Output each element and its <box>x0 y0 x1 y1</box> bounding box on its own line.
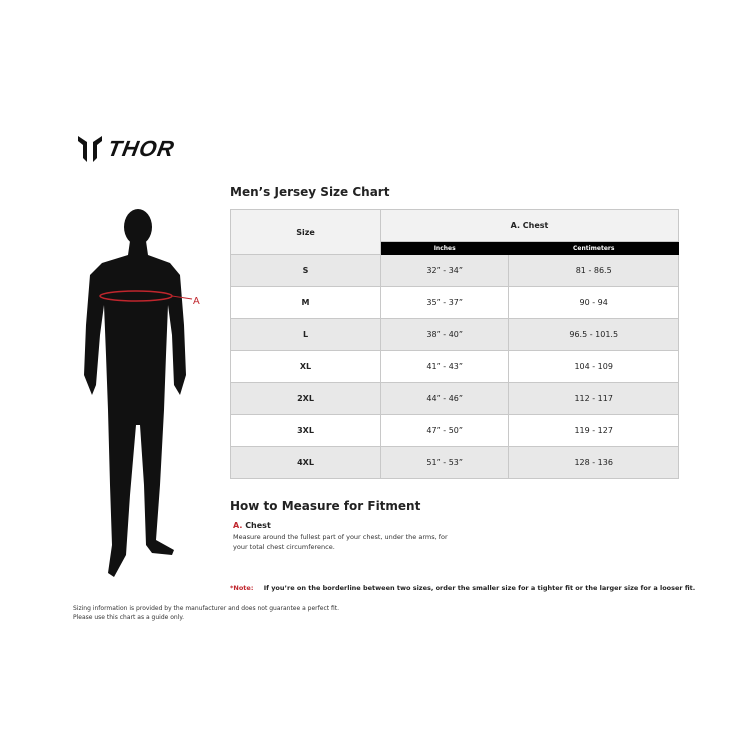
chest-item: A. Chest <box>233 521 271 530</box>
chest-description: Measure around the fullest part of your … <box>233 533 448 551</box>
inches-cell: 38” - 40” <box>379 318 510 351</box>
cm-cell: 90 - 94 <box>508 286 679 319</box>
size-cell: 3XL <box>230 414 381 447</box>
cm-header: Centimeters <box>508 241 679 255</box>
cm-cell: 81 - 86.5 <box>508 254 679 287</box>
chest-marker: A <box>193 296 200 307</box>
chest-letter: A. <box>233 521 243 530</box>
cm-cell: 104 - 109 <box>508 350 679 383</box>
table-row: 2XL 44” - 46” 112 - 117 <box>230 382 679 415</box>
table-row: 3XL 47” - 50” 119 - 127 <box>230 414 679 447</box>
thor-logo-icon <box>78 136 102 162</box>
cm-cell: 112 - 117 <box>508 382 679 415</box>
thor-logo: THOR <box>78 136 177 162</box>
size-header: Size <box>230 209 381 255</box>
inches-cell: 35” - 37” <box>379 286 510 319</box>
table-row: L 38” - 40” 96.5 - 101.5 <box>230 318 679 351</box>
inches-cell: 51” - 53” <box>379 446 510 479</box>
cm-cell: 128 - 136 <box>508 446 679 479</box>
brand-name: THOR <box>105 136 177 161</box>
chart-title: Men’s Jersey Size Chart <box>230 185 390 199</box>
inches-cell: 41” - 43” <box>379 350 510 383</box>
chest-name: Chest <box>245 521 271 530</box>
cm-cell: 96.5 - 101.5 <box>508 318 679 351</box>
size-cell: 4XL <box>230 446 381 479</box>
inches-cell: 44” - 46” <box>379 382 510 415</box>
table-row: 4XL 51” - 53” 128 - 136 <box>230 446 679 479</box>
size-table: Size A. Chest Inches Centimeters S 32” - … <box>230 209 679 479</box>
note-label: *Note: <box>230 584 254 592</box>
inches-cell: 47” - 50” <box>379 414 510 447</box>
size-cell: M <box>230 286 381 319</box>
table-row: S 32” - 34” 81 - 86.5 <box>230 254 679 287</box>
body-silhouette: A <box>70 205 210 584</box>
chest-header: A. Chest <box>380 209 679 242</box>
size-cell: XL <box>230 350 381 383</box>
inches-cell: 32” - 34” <box>379 254 510 287</box>
disclaimer: Sizing information is provided by the ma… <box>73 604 339 622</box>
disclaimer-line: Please use this chart as a guide only. <box>73 614 184 621</box>
disclaimer-line: Sizing information is provided by the ma… <box>73 605 340 612</box>
cm-cell: 119 - 127 <box>508 414 679 447</box>
table-row: XL 41” - 43” 104 - 109 <box>230 350 679 383</box>
table-row: M 35” - 37” 90 - 94 <box>230 286 679 319</box>
size-cell: 2XL <box>230 382 381 415</box>
inches-header: Inches <box>379 241 510 255</box>
size-cell: S <box>230 254 381 287</box>
size-cell: L <box>230 318 381 351</box>
note: *Note: If you’re on the borderline betwe… <box>230 584 695 592</box>
how-to-measure-title: How to Measure for Fitment <box>230 499 421 513</box>
note-text: If you’re on the borderline between two … <box>263 584 696 592</box>
